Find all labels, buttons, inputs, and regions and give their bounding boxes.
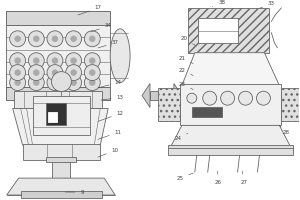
- Circle shape: [221, 91, 235, 105]
- Circle shape: [15, 70, 20, 75]
- Polygon shape: [142, 84, 150, 107]
- Bar: [281, 88, 300, 121]
- Circle shape: [89, 70, 95, 75]
- Bar: [14, 91, 102, 108]
- Polygon shape: [7, 178, 115, 195]
- Text: 28: 28: [279, 125, 290, 135]
- Polygon shape: [13, 108, 108, 145]
- Circle shape: [71, 70, 76, 75]
- Circle shape: [28, 53, 44, 69]
- Circle shape: [34, 70, 39, 75]
- Bar: [180, 84, 281, 125]
- Bar: [6, 11, 110, 100]
- Text: 37: 37: [98, 40, 119, 48]
- Circle shape: [52, 58, 58, 63]
- Bar: [6, 11, 110, 25]
- Circle shape: [47, 65, 63, 81]
- Text: 33: 33: [260, 1, 275, 8]
- Text: 10: 10: [98, 148, 119, 157]
- Circle shape: [89, 58, 95, 63]
- Bar: [49, 112, 57, 122]
- Circle shape: [34, 36, 39, 42]
- Bar: [46, 103, 66, 125]
- Bar: [33, 96, 90, 135]
- Text: 14: 14: [98, 80, 122, 88]
- Circle shape: [89, 80, 95, 85]
- Text: 21: 21: [178, 56, 193, 64]
- Circle shape: [34, 58, 39, 63]
- Text: 17: 17: [78, 5, 102, 15]
- Circle shape: [71, 36, 76, 42]
- Text: 9: 9: [65, 190, 84, 195]
- Text: 26: 26: [214, 171, 221, 185]
- Circle shape: [238, 91, 253, 105]
- Circle shape: [28, 31, 44, 47]
- Bar: [22, 144, 100, 160]
- Text: 20: 20: [180, 36, 195, 45]
- Circle shape: [71, 58, 76, 63]
- Circle shape: [187, 93, 197, 103]
- Bar: [46, 157, 76, 162]
- Circle shape: [66, 31, 82, 47]
- Polygon shape: [174, 84, 182, 107]
- Text: 13: 13: [101, 95, 124, 100]
- Circle shape: [203, 91, 217, 105]
- Text: 34: 34: [91, 23, 112, 32]
- Text: 38: 38: [212, 0, 225, 7]
- Text: 22: 22: [178, 68, 193, 76]
- Polygon shape: [182, 53, 279, 86]
- Circle shape: [71, 80, 76, 85]
- Circle shape: [47, 75, 63, 91]
- Bar: [158, 88, 180, 121]
- Bar: [52, 158, 70, 178]
- Circle shape: [15, 80, 20, 85]
- Text: 11: 11: [98, 130, 122, 139]
- Circle shape: [66, 53, 82, 69]
- Text: 23: 23: [178, 82, 193, 89]
- Circle shape: [10, 75, 26, 91]
- Circle shape: [28, 75, 44, 91]
- Bar: [6, 87, 110, 100]
- Circle shape: [52, 72, 71, 92]
- Circle shape: [256, 91, 270, 105]
- Circle shape: [10, 31, 26, 47]
- Bar: [168, 145, 293, 155]
- Bar: [150, 91, 174, 100]
- Circle shape: [66, 75, 82, 91]
- Circle shape: [47, 31, 63, 47]
- Circle shape: [52, 36, 58, 42]
- Circle shape: [66, 65, 82, 81]
- Circle shape: [84, 53, 100, 69]
- Circle shape: [47, 53, 63, 69]
- Circle shape: [15, 36, 20, 42]
- Circle shape: [52, 80, 58, 85]
- Circle shape: [10, 53, 26, 69]
- Ellipse shape: [110, 29, 130, 83]
- Circle shape: [52, 70, 58, 75]
- Circle shape: [10, 65, 26, 81]
- Bar: [21, 191, 102, 198]
- Circle shape: [84, 31, 100, 47]
- Bar: [198, 18, 238, 43]
- Text: 27: 27: [241, 171, 248, 185]
- Text: 25: 25: [176, 173, 193, 181]
- Circle shape: [34, 80, 39, 85]
- Circle shape: [84, 65, 100, 81]
- Text: 24: 24: [174, 133, 188, 141]
- Circle shape: [84, 75, 100, 91]
- Circle shape: [28, 65, 44, 81]
- Circle shape: [89, 36, 95, 42]
- Bar: [188, 8, 269, 53]
- Circle shape: [15, 58, 20, 63]
- Bar: [192, 107, 222, 117]
- Polygon shape: [170, 125, 291, 148]
- Text: 12: 12: [98, 111, 124, 121]
